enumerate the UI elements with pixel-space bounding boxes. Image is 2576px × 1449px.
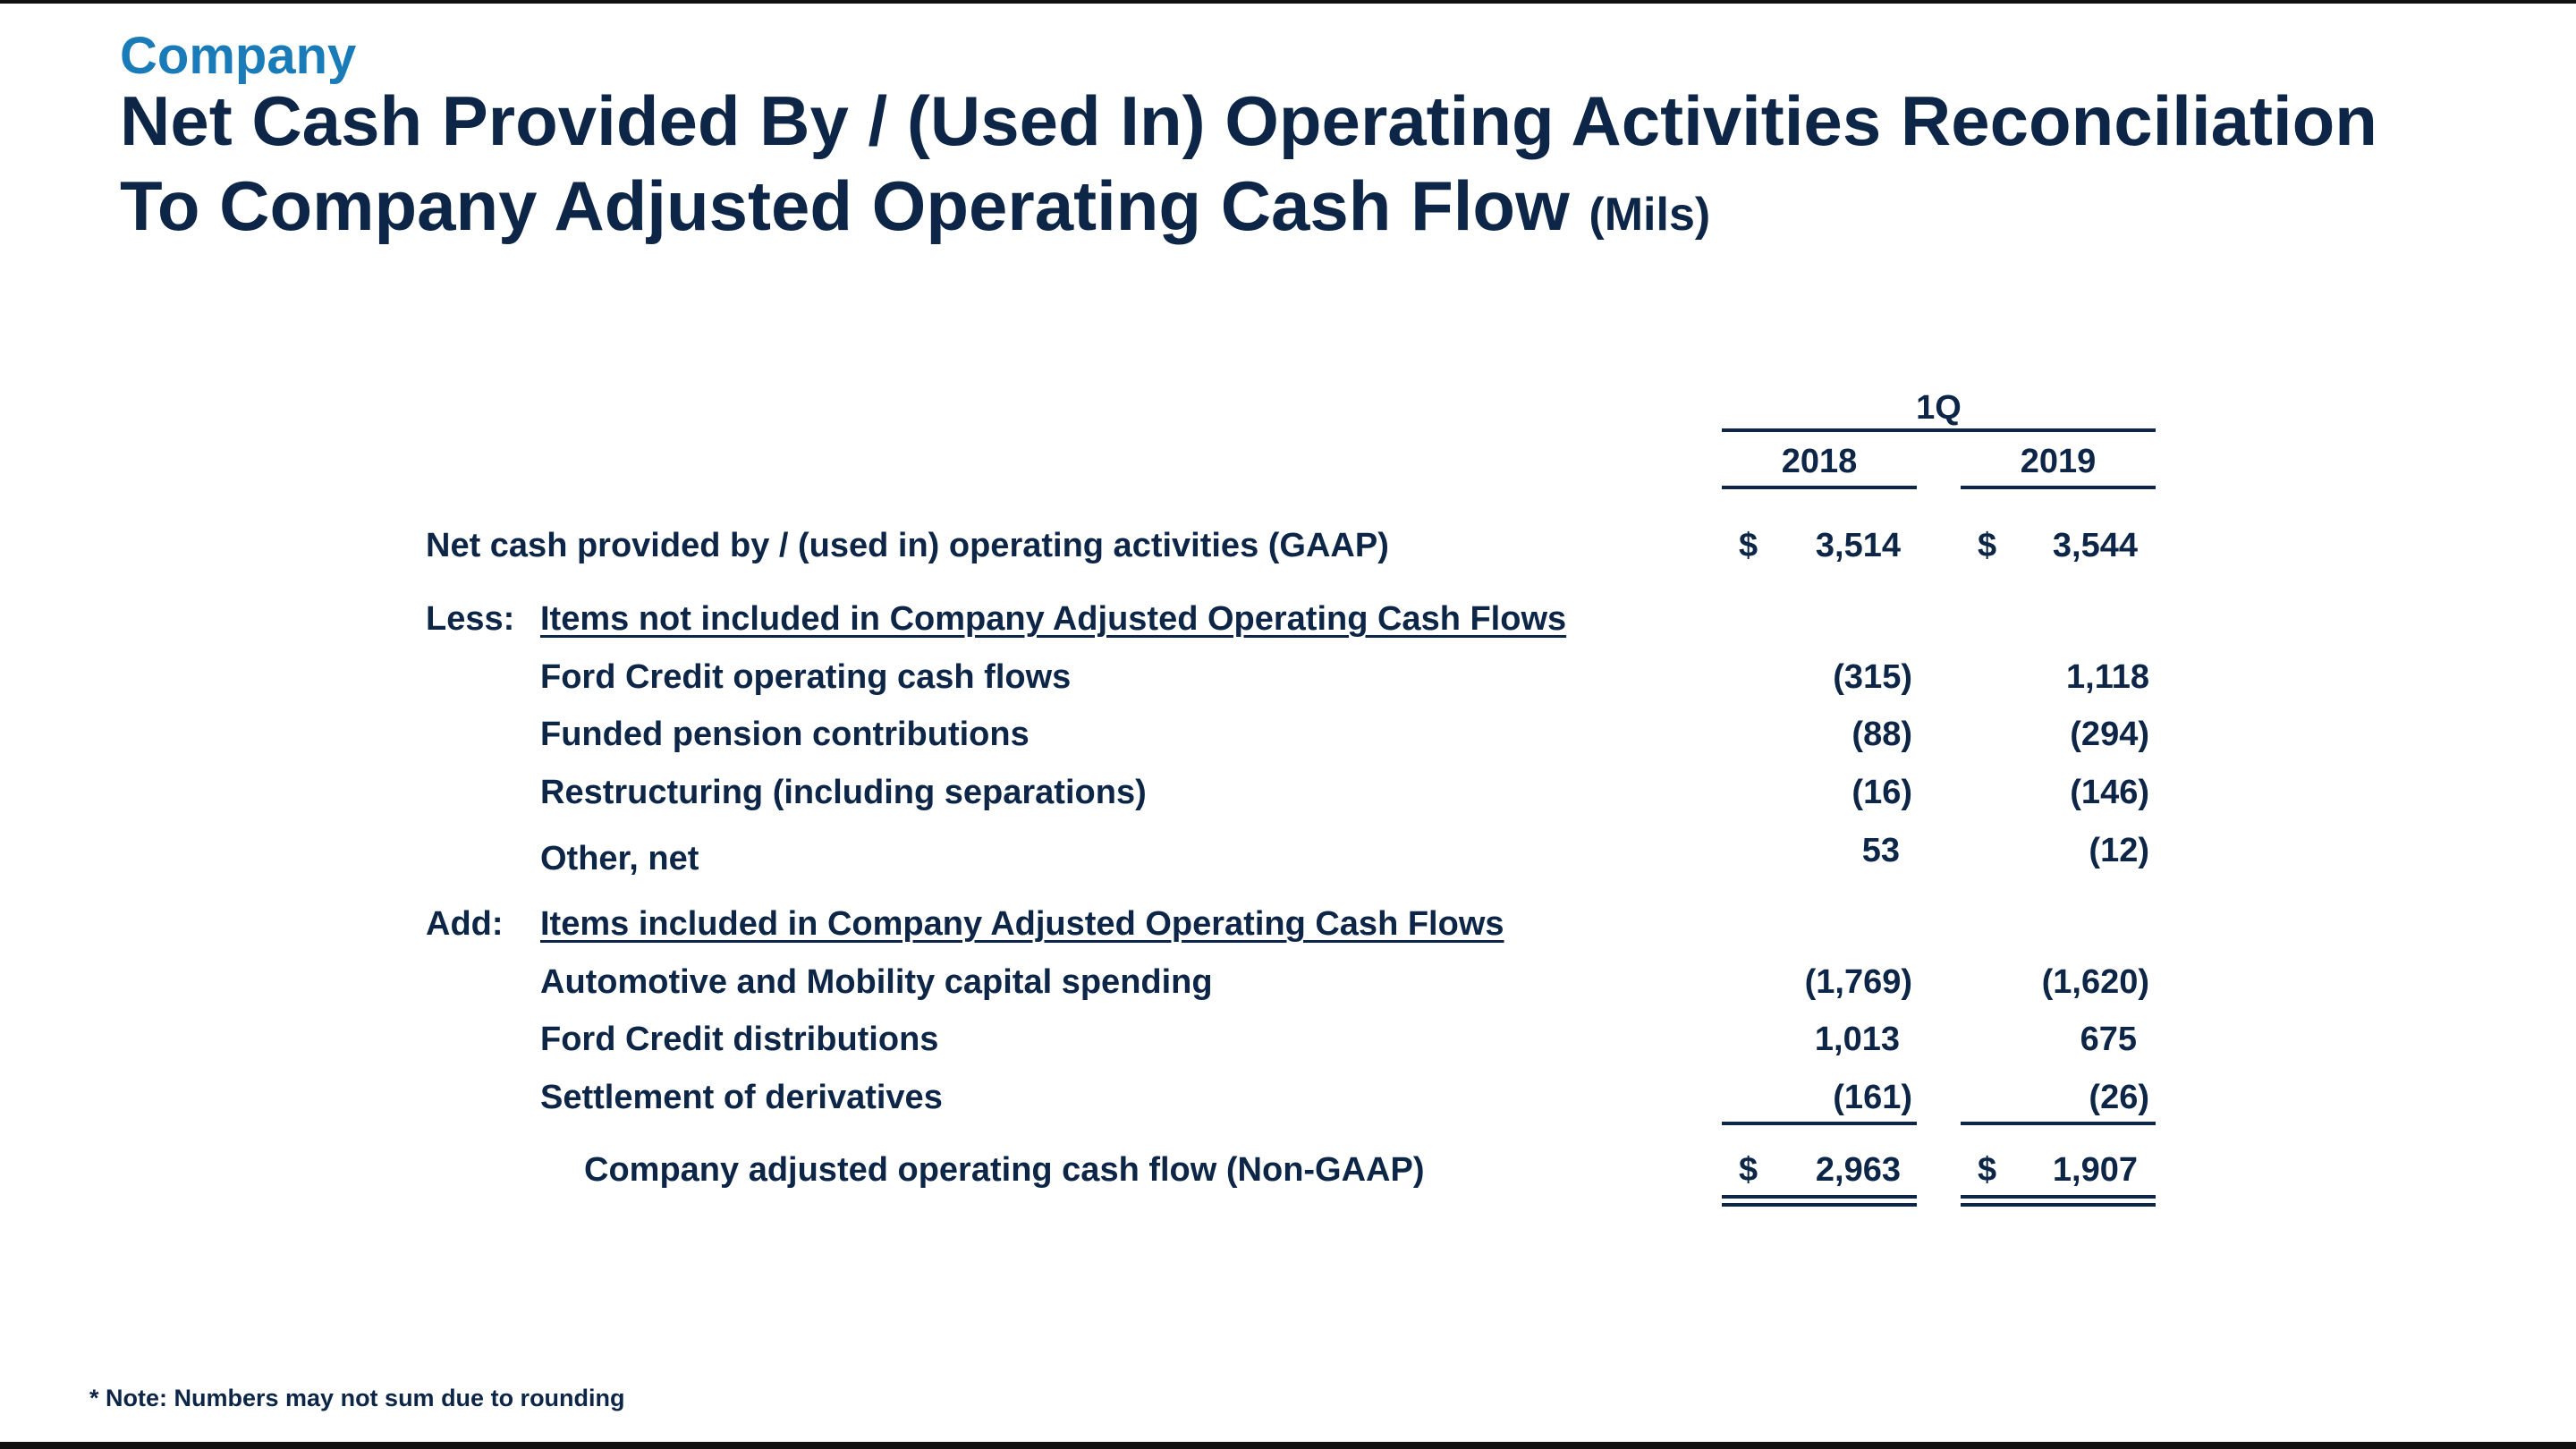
value-2019: (146) [2070, 774, 2149, 811]
currency-symbol: $ [1978, 527, 1997, 564]
row-label: Ford Credit distributions [540, 1021, 939, 1058]
title-line-2: To Company Adjusted Operating Cash Flow … [120, 164, 2377, 258]
title-unit: (Mils) [1589, 189, 1711, 241]
page-title: Net Cash Provided By / (Used In) Operati… [120, 79, 2377, 258]
add-section-heading: Items included in Company Adjusted Opera… [540, 905, 1504, 943]
value-2018: 2,963 [1815, 1151, 1901, 1189]
row-label: Company adjusted operating cash flow (No… [584, 1151, 1425, 1189]
row-label: Restructuring (including separations) [540, 774, 1147, 811]
row-label: Settlement of derivatives [540, 1079, 943, 1116]
total-double-rule-2019-bottom [1961, 1203, 2156, 1207]
currency-symbol: $ [1739, 1151, 1758, 1189]
row-label: Other, net [540, 840, 699, 877]
title-line-2-text: To Company Adjusted Operating Cash Flow [120, 166, 1570, 245]
subtotal-rule-2019 [1961, 1122, 2156, 1125]
period-header: 1Q [1916, 389, 1962, 427]
less-section-heading: Items not included in Company Adjusted O… [540, 600, 1567, 638]
value-2019: 1,118 [2066, 658, 2149, 696]
footnote: * Note: Numbers may not sum due to round… [89, 1385, 625, 1411]
column-header-2018: 2018 [1781, 443, 1858, 480]
value-2019: (12) [2089, 832, 2149, 869]
total-double-rule-2018-bottom [1722, 1203, 1917, 1207]
value-2019: 1,907 [2052, 1151, 2138, 1189]
add-prefix: Add: [426, 905, 504, 943]
value-2019: 675 [2080, 1021, 2137, 1058]
value-2018: (161) [1833, 1079, 1912, 1116]
section-kicker: Company [120, 27, 357, 85]
column-rule-2019 [1961, 486, 2156, 489]
total-double-rule-2019-top [1961, 1195, 2156, 1199]
currency-symbol: $ [1978, 1151, 1997, 1189]
value-2018: (88) [1852, 716, 1912, 753]
value-2019: 3,544 [2052, 527, 2138, 564]
value-2018: 53 [1861, 832, 1900, 869]
column-header-2019: 2019 [2020, 443, 2097, 480]
period-header-rule [1722, 428, 2156, 432]
value-2018: 1,013 [1814, 1021, 1900, 1058]
row-label: Net cash provided by / (used in) operati… [426, 527, 1389, 564]
subtotal-rule-2018 [1722, 1122, 1917, 1125]
value-2018: (1,769) [1804, 963, 1912, 1001]
total-double-rule-2018-top [1722, 1195, 1917, 1199]
title-line-1: Net Cash Provided By / (Used In) Operati… [120, 81, 2377, 160]
value-2019: (26) [2089, 1079, 2149, 1116]
currency-symbol: $ [1739, 527, 1758, 564]
bottom-border [0, 1442, 2576, 1449]
column-rule-2018 [1722, 486, 1917, 489]
row-label: Ford Credit operating cash flows [540, 658, 1072, 696]
value-2018: (16) [1852, 774, 1912, 811]
value-2019: (294) [2070, 716, 2149, 753]
value-2018: 3,514 [1815, 527, 1901, 564]
value-2019: (1,620) [2041, 963, 2149, 1001]
top-border [0, 0, 2576, 4]
row-label: Funded pension contributions [540, 716, 1030, 753]
row-label: Automotive and Mobility capital spending [540, 963, 1213, 1001]
less-prefix: Less: [426, 600, 515, 638]
value-2018: (315) [1833, 658, 1912, 696]
